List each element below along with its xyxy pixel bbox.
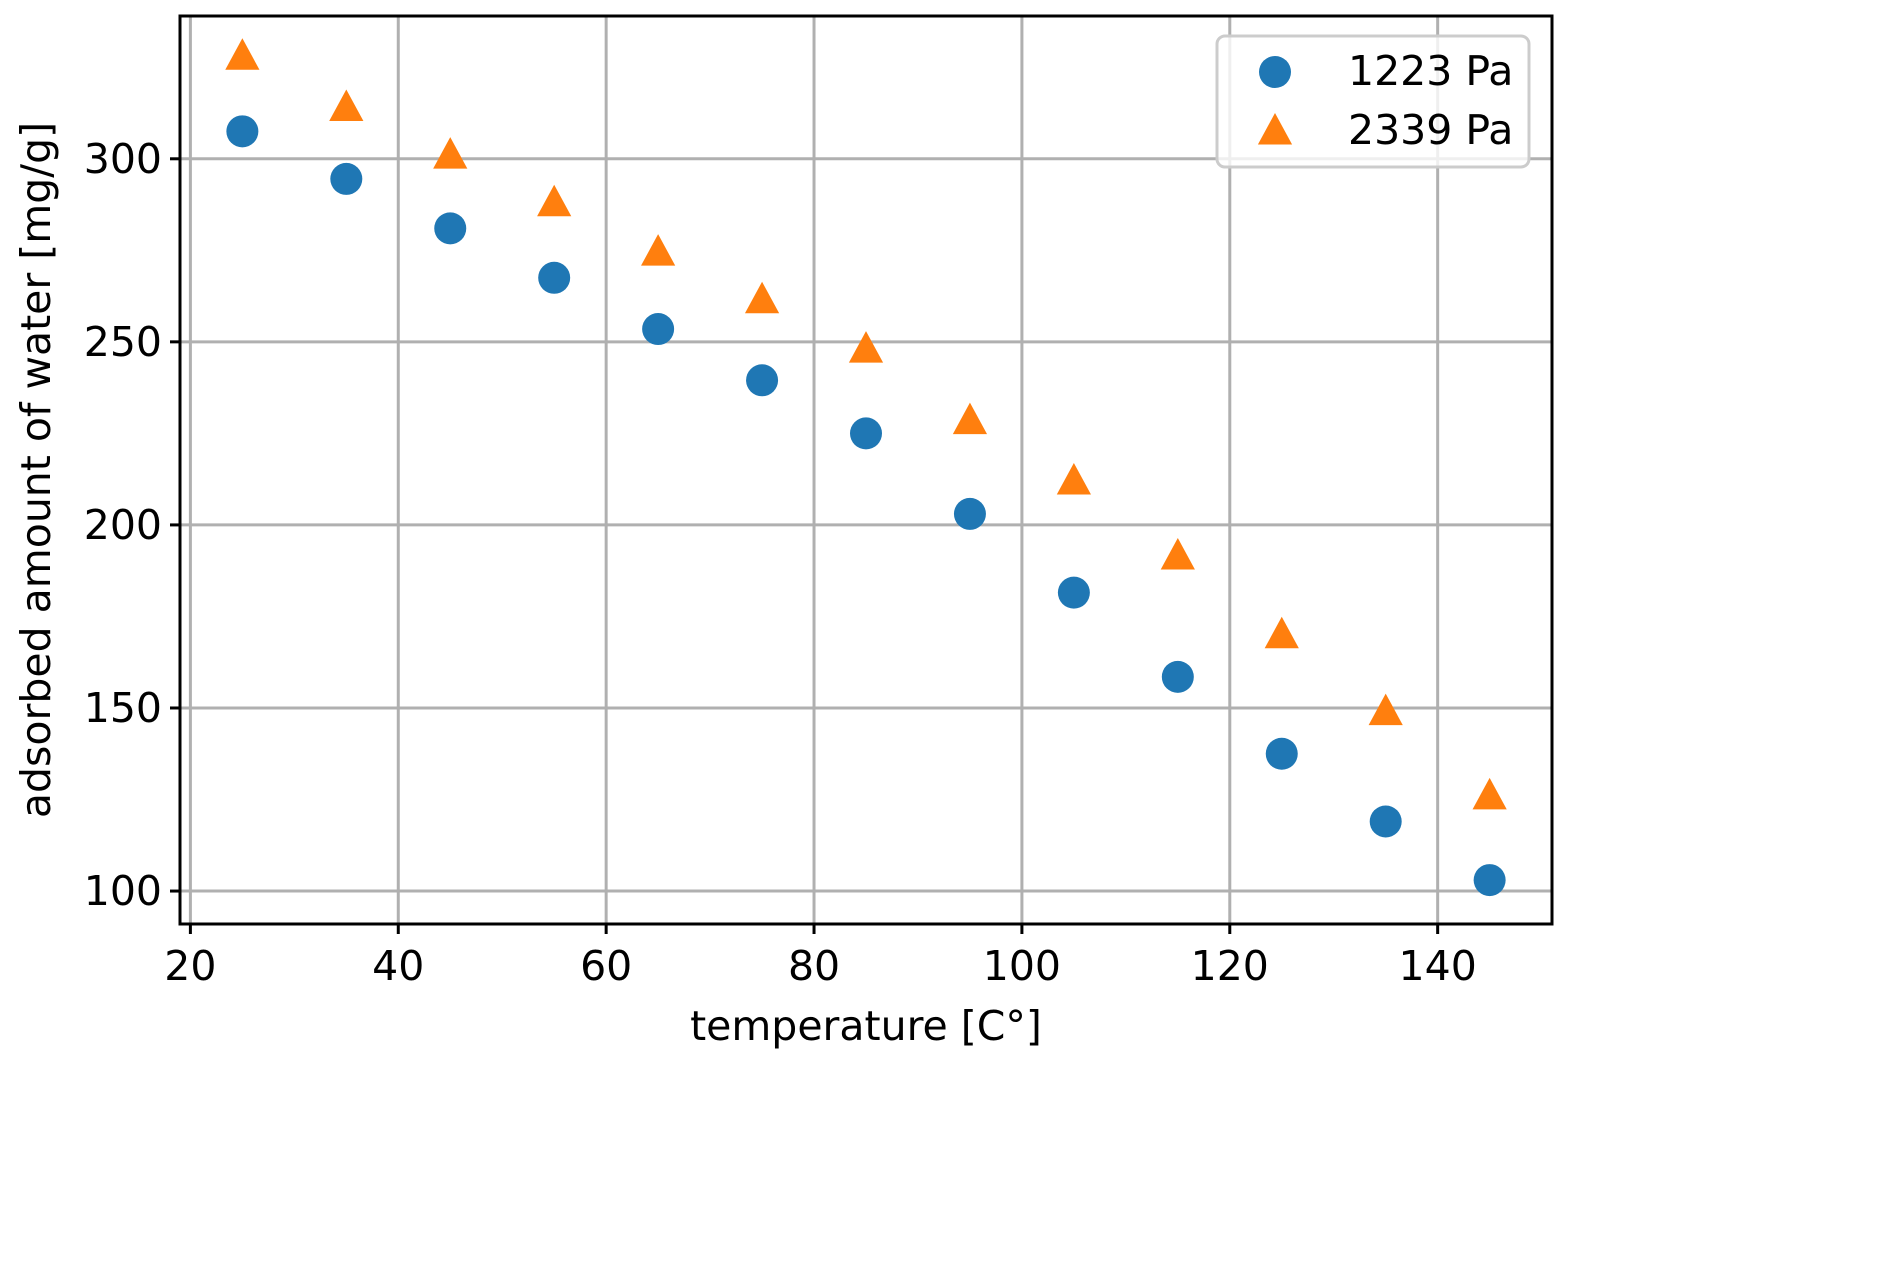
legend-marker-triangle	[1257, 113, 1293, 145]
x-tick-label: 100	[983, 942, 1061, 990]
data-points	[225, 38, 1507, 897]
legend-marker-circle	[1259, 56, 1291, 88]
y-axis-label: adsorbed amount of water [mg/g]	[12, 122, 60, 818]
point-1223-pa	[1057, 576, 1090, 609]
legend: 1223 Pa 2339 Pa	[1215, 34, 1531, 169]
point-1223-pa	[330, 162, 363, 195]
legend-label-2339-pa: 2339 Pa	[1348, 106, 1513, 154]
point-2339-pa	[537, 184, 572, 217]
point-1223-pa	[1473, 864, 1506, 897]
point-1223-pa	[226, 115, 259, 148]
point-2339-pa	[1160, 538, 1195, 570]
point-2339-pa	[329, 89, 364, 122]
point-2339-pa	[641, 234, 676, 266]
x-tick-label: 40	[372, 942, 424, 990]
legend-box	[1215, 34, 1531, 169]
point-1223-pa	[434, 212, 467, 245]
point-1223-pa	[1161, 660, 1194, 693]
x-axis-label: temperature [C°]	[690, 1002, 1042, 1050]
point-1223-pa	[953, 497, 986, 530]
plot-area-frame	[178, 14, 1554, 926]
point-2339-pa	[744, 281, 780, 314]
y-tick-label: 250	[84, 318, 162, 366]
x-tick-label: 140	[1399, 942, 1477, 990]
x-tick-label: 80	[788, 942, 840, 990]
axis-ticks: 20 40 60 80 100 120 140 100 150 200 250 300	[84, 135, 1477, 990]
point-2339-pa	[433, 137, 468, 169]
y-tick-label: 300	[84, 135, 162, 183]
point-2339-pa	[1368, 693, 1403, 726]
y-tick-label: 150	[84, 684, 162, 732]
point-1223-pa	[1369, 805, 1402, 838]
point-2339-pa	[225, 38, 260, 70]
point-1223-pa	[1265, 737, 1298, 770]
point-2339-pa	[1264, 616, 1299, 649]
x-tick-label: 20	[164, 942, 216, 990]
point-2339-pa	[1056, 462, 1091, 495]
point-2339-pa	[848, 331, 884, 363]
y-tick-label: 100	[84, 867, 162, 915]
x-tick-label: 60	[580, 942, 632, 990]
point-1223-pa	[850, 417, 882, 450]
point-1223-pa	[538, 261, 571, 294]
y-tick-label: 200	[84, 501, 162, 549]
point-1223-pa	[642, 313, 675, 346]
point-2339-pa	[1472, 777, 1507, 810]
point-1223-pa	[746, 364, 779, 397]
point-2339-pa	[952, 402, 988, 435]
legend-label-1223-pa: 1223 Pa	[1348, 47, 1513, 95]
x-tick-label: 120	[1191, 942, 1269, 990]
